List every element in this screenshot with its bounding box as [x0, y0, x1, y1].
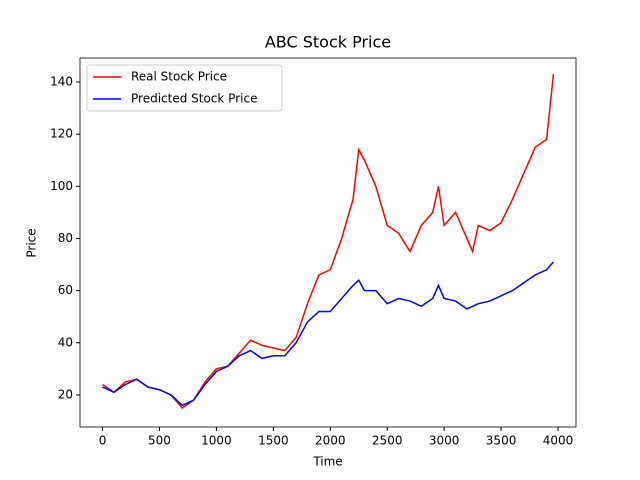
- y-tick-label: 20: [58, 387, 73, 401]
- chart-title: ABC Stock Price: [265, 33, 391, 52]
- y-tick-label: 40: [58, 335, 73, 349]
- legend-label: Real Stock Price: [131, 70, 227, 84]
- x-tick-label: 4000: [543, 434, 574, 448]
- y-tick-label: 140: [50, 74, 73, 88]
- line-series: [102, 74, 555, 409]
- x-tick-label: 1000: [201, 434, 232, 448]
- x-tick-label: 2500: [372, 434, 403, 448]
- y-tick-label: 100: [50, 179, 73, 193]
- y-tick-label: 60: [58, 283, 73, 297]
- x-tick-label: 500: [148, 434, 171, 448]
- x-tick-label: 3000: [429, 434, 460, 448]
- y-tick-label: 120: [50, 127, 73, 141]
- y-tick-label: 80: [58, 231, 73, 245]
- legend-box: [86, 64, 283, 112]
- x-tick-label: 2000: [315, 434, 346, 448]
- x-tick-label: 1500: [258, 434, 289, 448]
- x-axis-label: Time: [312, 455, 342, 469]
- plot-frame: [79, 57, 577, 428]
- legend-label: Predicted Stock Price: [131, 92, 257, 106]
- y-axis-label: Price: [25, 228, 39, 257]
- x-tick-label: 0: [99, 434, 107, 448]
- x-tick-label: 3500: [486, 434, 517, 448]
- line-series: [102, 261, 555, 407]
